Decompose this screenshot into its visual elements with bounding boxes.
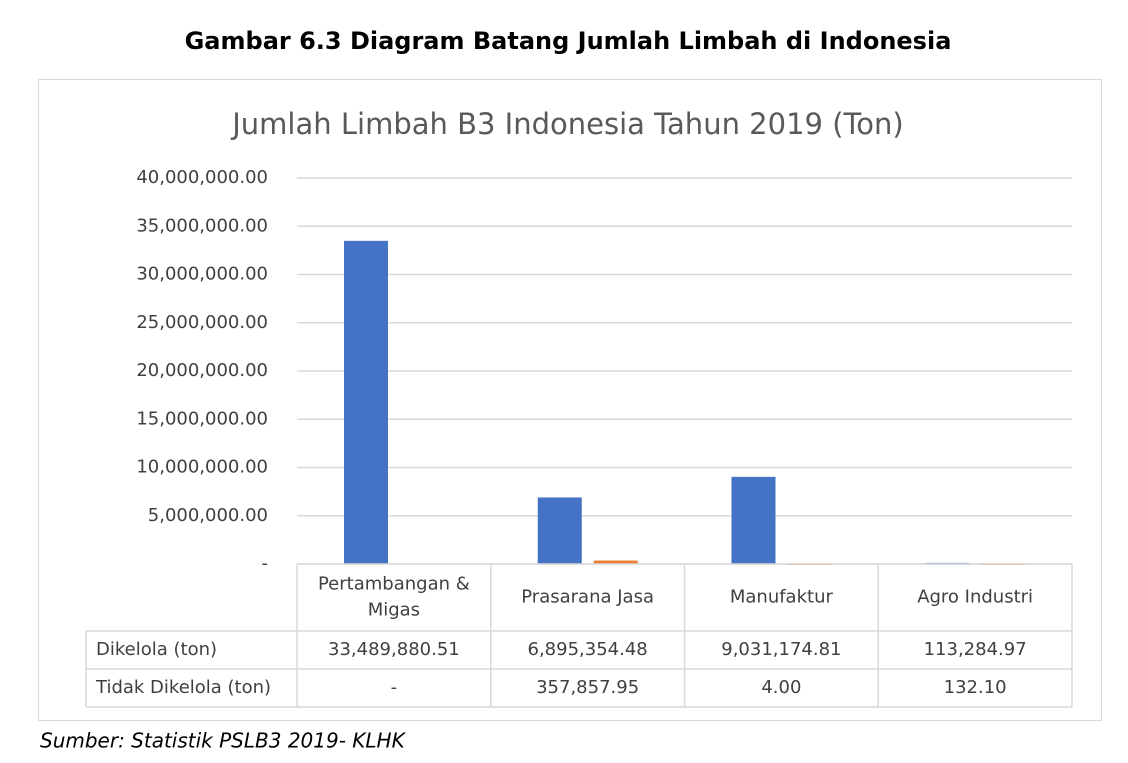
data-label: 9,031,174.81: [721, 639, 841, 660]
data-label: -: [391, 677, 398, 698]
y-tick-label: 35,000,000.00: [136, 215, 268, 236]
series-name: Tidak Dikelola (ton): [95, 677, 271, 698]
category-label: Manufaktur: [730, 587, 834, 608]
data-label: 33,489,880.51: [328, 639, 460, 660]
category-label: Pertambangan & Migas: [318, 574, 470, 621]
y-tick-label: 5,000,000.00: [148, 505, 268, 526]
category-label: Prasarana Jasa: [521, 587, 654, 608]
y-tick-label: 20,000,000.00: [136, 360, 268, 381]
y-tick-label: 30,000,000.00: [136, 264, 268, 285]
chart-title: Jumlah Limbah B3 Indonesia Tahun 2019 (T…: [230, 107, 903, 141]
bar: [344, 240, 388, 565]
data-label: 357,857.95: [536, 677, 639, 698]
source-note: Sumber: Statistik PSLB3 2019- KLHK: [40, 729, 407, 753]
y-tick-label: 25,000,000.00: [136, 312, 268, 333]
y-tick-label: 15,000,000.00: [136, 408, 268, 429]
y-tick-label: 40,000,000.00: [136, 167, 268, 188]
y-tick-label: -: [262, 553, 269, 574]
y-tick-label: 10,000,000.00: [136, 457, 268, 478]
bar: [731, 476, 776, 564]
bar: [593, 560, 638, 564]
data-label: 4.00: [761, 677, 801, 698]
figure-caption: Gambar 6.3 Diagram Batang Jumlah Limbah …: [185, 27, 952, 55]
series-name: Dikelola (ton): [96, 639, 217, 660]
data-label: 6,895,354.48: [528, 639, 648, 660]
data-label: 132.10: [944, 677, 1007, 698]
data-label: 113,284.97: [924, 639, 1027, 660]
category-label: Agro Industri: [917, 587, 1033, 608]
chart-frame: [38, 79, 1102, 721]
bar: [537, 497, 582, 564]
